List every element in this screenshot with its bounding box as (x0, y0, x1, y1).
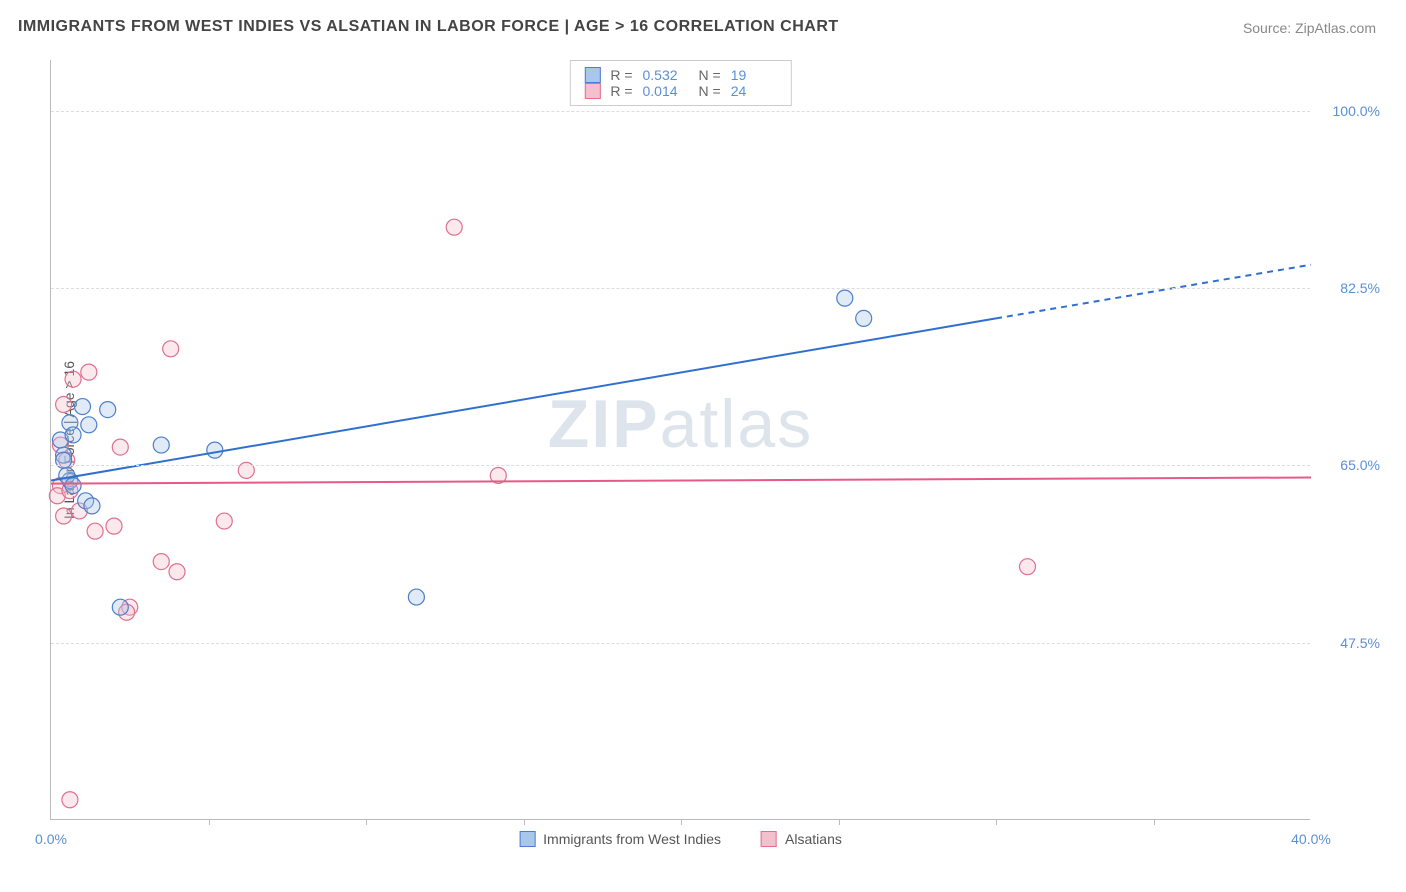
source-attribution: Source: ZipAtlas.com (1243, 20, 1376, 36)
data-point (65, 427, 81, 443)
x-minor-tick (996, 819, 997, 825)
data-point (153, 554, 169, 570)
x-minor-tick (524, 819, 525, 825)
legend-label-alsatians: Alsatians (785, 831, 842, 847)
data-point (408, 589, 424, 605)
data-point (169, 564, 185, 580)
x-minor-tick (681, 819, 682, 825)
data-point (100, 402, 116, 418)
data-point (81, 364, 97, 380)
x-minor-tick (209, 819, 210, 825)
data-point (81, 417, 97, 433)
data-point (106, 518, 122, 534)
y-tick-label: 65.0% (1340, 457, 1380, 473)
x-tick-label: 40.0% (1291, 831, 1331, 847)
data-point (446, 219, 462, 235)
x-minor-tick (366, 819, 367, 825)
x-tick-label: 0.0% (35, 831, 67, 847)
trend-line (996, 265, 1311, 319)
data-point (1020, 559, 1036, 575)
data-point (65, 371, 81, 387)
data-point (62, 792, 78, 808)
swatch-west-indies (519, 831, 535, 847)
data-point (56, 397, 72, 413)
gridline (51, 111, 1310, 112)
data-point (837, 290, 853, 306)
plot-area: In Labor Force | Age > 16 ZIPatlas R = 0… (50, 60, 1310, 820)
x-minor-tick (1154, 819, 1155, 825)
gridline (51, 288, 1310, 289)
data-point (216, 513, 232, 529)
data-point (84, 498, 100, 514)
y-tick-label: 100.0% (1333, 103, 1380, 119)
data-point (87, 523, 103, 539)
legend-item-alsatians: Alsatians (761, 831, 842, 847)
series-legend: Immigrants from West Indies Alsatians (519, 831, 842, 847)
trend-line (51, 318, 996, 480)
data-point (856, 310, 872, 326)
data-point (75, 399, 91, 415)
swatch-alsatians (761, 831, 777, 847)
svg-layer (51, 60, 1310, 819)
data-point (112, 599, 128, 615)
data-point (207, 442, 223, 458)
correlation-chart: IMMIGRANTS FROM WEST INDIES VS ALSATIAN … (0, 0, 1406, 892)
x-minor-tick (839, 819, 840, 825)
legend-label-west-indies: Immigrants from West Indies (543, 831, 721, 847)
data-point (153, 437, 169, 453)
data-point (65, 478, 81, 494)
data-point (163, 341, 179, 357)
y-tick-label: 47.5% (1340, 635, 1380, 651)
gridline (51, 643, 1310, 644)
chart-title: IMMIGRANTS FROM WEST INDIES VS ALSATIAN … (18, 18, 839, 36)
y-tick-label: 82.5% (1340, 280, 1380, 296)
legend-item-west-indies: Immigrants from West Indies (519, 831, 721, 847)
data-point (56, 508, 72, 524)
gridline (51, 465, 1310, 466)
trend-line (51, 477, 1311, 483)
data-point (112, 439, 128, 455)
